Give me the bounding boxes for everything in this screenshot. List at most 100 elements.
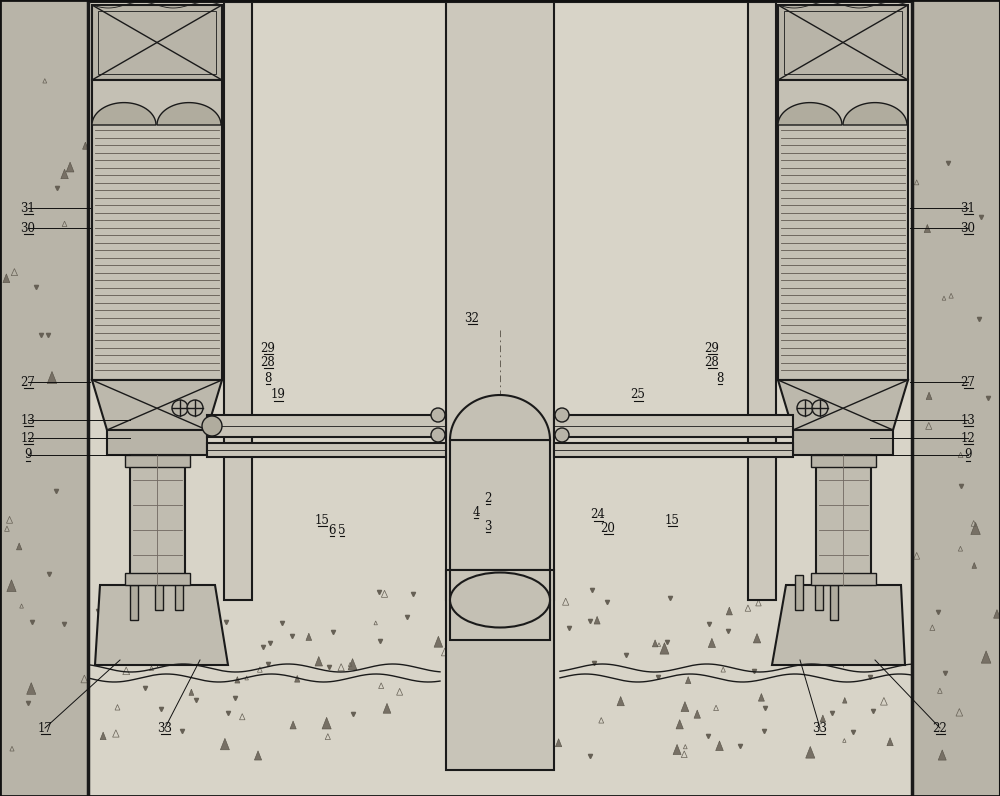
Text: 15: 15 bbox=[315, 513, 329, 526]
Text: 28: 28 bbox=[261, 356, 275, 369]
Polygon shape bbox=[306, 633, 312, 641]
Polygon shape bbox=[27, 683, 36, 694]
Bar bbox=[0, 0, 88, 796]
Text: 13: 13 bbox=[961, 413, 975, 427]
Text: 3: 3 bbox=[484, 520, 492, 533]
Polygon shape bbox=[673, 744, 681, 755]
Polygon shape bbox=[235, 677, 240, 683]
Circle shape bbox=[797, 400, 813, 416]
Text: 19: 19 bbox=[271, 388, 285, 401]
Polygon shape bbox=[290, 721, 296, 729]
Polygon shape bbox=[778, 103, 842, 125]
Text: 25: 25 bbox=[631, 388, 645, 401]
Circle shape bbox=[431, 408, 445, 422]
Circle shape bbox=[187, 400, 203, 416]
Polygon shape bbox=[938, 750, 946, 760]
Bar bbox=[207, 415, 446, 437]
Polygon shape bbox=[3, 274, 10, 283]
Bar bbox=[92, 5, 222, 80]
Polygon shape bbox=[460, 748, 465, 755]
Polygon shape bbox=[758, 693, 764, 701]
Polygon shape bbox=[685, 677, 691, 684]
Polygon shape bbox=[617, 696, 624, 706]
Polygon shape bbox=[994, 610, 1000, 618]
Bar bbox=[207, 443, 446, 457]
Polygon shape bbox=[652, 640, 658, 647]
Bar bbox=[793, 430, 893, 455]
Polygon shape bbox=[924, 224, 931, 232]
Polygon shape bbox=[95, 585, 228, 665]
Polygon shape bbox=[83, 142, 88, 150]
Polygon shape bbox=[322, 717, 331, 729]
Text: 24: 24 bbox=[591, 509, 605, 521]
Polygon shape bbox=[100, 732, 106, 739]
Bar bbox=[446, 0, 554, 600]
Bar bbox=[98, 11, 216, 74]
Polygon shape bbox=[450, 395, 550, 440]
Polygon shape bbox=[92, 103, 156, 125]
Text: 8: 8 bbox=[716, 372, 724, 384]
Circle shape bbox=[431, 428, 445, 442]
Polygon shape bbox=[517, 746, 522, 753]
Text: 22: 22 bbox=[933, 721, 947, 735]
Polygon shape bbox=[16, 543, 22, 550]
Polygon shape bbox=[772, 585, 905, 665]
Circle shape bbox=[202, 416, 222, 436]
Polygon shape bbox=[716, 741, 723, 751]
Text: 2: 2 bbox=[484, 491, 492, 505]
Text: 8: 8 bbox=[264, 372, 272, 384]
Bar bbox=[107, 430, 207, 455]
Polygon shape bbox=[843, 103, 907, 125]
Text: 30: 30 bbox=[960, 221, 976, 235]
Bar bbox=[554, 415, 793, 437]
Bar bbox=[130, 455, 185, 585]
Text: 31: 31 bbox=[961, 201, 975, 214]
Polygon shape bbox=[753, 634, 761, 643]
Bar bbox=[784, 11, 902, 74]
Polygon shape bbox=[315, 657, 322, 666]
Text: 33: 33 bbox=[158, 721, 173, 735]
Bar bbox=[912, 0, 1000, 796]
Polygon shape bbox=[660, 642, 669, 654]
Bar bbox=[811, 573, 876, 585]
Text: 33: 33 bbox=[812, 721, 828, 735]
Polygon shape bbox=[981, 651, 991, 663]
Polygon shape bbox=[820, 715, 826, 722]
Polygon shape bbox=[681, 701, 689, 712]
Bar bbox=[446, 570, 554, 770]
Polygon shape bbox=[383, 704, 391, 713]
Polygon shape bbox=[254, 751, 262, 760]
Circle shape bbox=[812, 400, 828, 416]
Polygon shape bbox=[694, 710, 700, 718]
Text: 27: 27 bbox=[21, 376, 35, 388]
Text: 15: 15 bbox=[665, 513, 679, 526]
Text: 27: 27 bbox=[961, 376, 975, 388]
Bar bbox=[811, 455, 876, 467]
Bar bbox=[88, 0, 912, 796]
Polygon shape bbox=[169, 635, 176, 645]
Polygon shape bbox=[157, 103, 221, 125]
Bar bbox=[224, 0, 252, 600]
Bar bbox=[815, 575, 823, 610]
Bar bbox=[830, 585, 838, 620]
Text: 4: 4 bbox=[472, 505, 480, 518]
Polygon shape bbox=[843, 697, 847, 703]
Polygon shape bbox=[869, 634, 877, 644]
Text: 17: 17 bbox=[38, 721, 52, 735]
Polygon shape bbox=[972, 563, 977, 568]
Bar bbox=[125, 573, 190, 585]
Polygon shape bbox=[778, 380, 908, 430]
Polygon shape bbox=[676, 720, 683, 729]
Polygon shape bbox=[594, 616, 600, 624]
Text: 28: 28 bbox=[705, 356, 719, 369]
Polygon shape bbox=[7, 579, 16, 591]
Polygon shape bbox=[220, 739, 229, 750]
Bar bbox=[92, 80, 222, 380]
Polygon shape bbox=[555, 739, 562, 747]
Polygon shape bbox=[926, 392, 932, 400]
Bar bbox=[554, 443, 793, 457]
Text: 31: 31 bbox=[21, 201, 35, 214]
Polygon shape bbox=[887, 738, 893, 746]
Text: 9: 9 bbox=[964, 448, 972, 462]
Polygon shape bbox=[434, 636, 443, 647]
